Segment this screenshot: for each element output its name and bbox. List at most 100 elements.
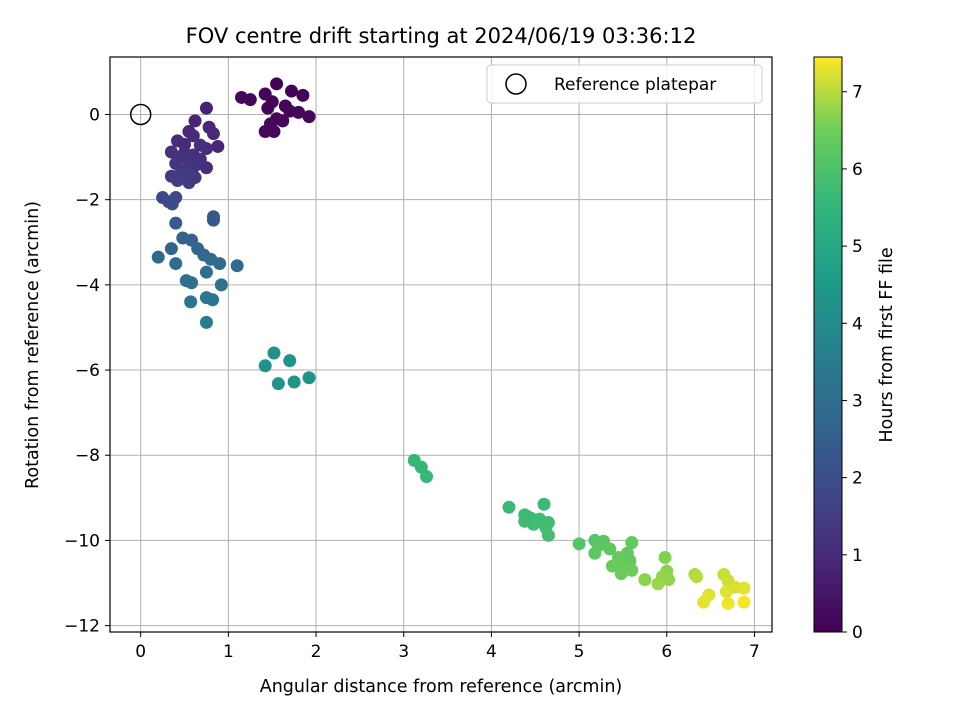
- data-point: [690, 570, 704, 584]
- data-point: [214, 278, 228, 292]
- x-tick-label: 1: [223, 642, 234, 662]
- data-point: [651, 577, 665, 591]
- data-point: [658, 550, 672, 564]
- legend-entry-reference: Reference platepar: [554, 75, 716, 95]
- data-point: [420, 470, 434, 484]
- data-point: [243, 93, 257, 107]
- data-point: [521, 510, 535, 524]
- data-point: [605, 559, 619, 573]
- y-tick-label: −10: [64, 531, 100, 551]
- x-tick-label: 0: [135, 642, 146, 662]
- data-point: [169, 216, 183, 230]
- data-point: [662, 573, 676, 587]
- data-point: [270, 77, 284, 91]
- y-tick-label: 0: [89, 106, 100, 126]
- data-point: [199, 265, 213, 279]
- data-point: [199, 101, 213, 115]
- data-point: [292, 105, 306, 119]
- data-point: [603, 542, 617, 556]
- data-point: [541, 528, 555, 542]
- data-point: [199, 142, 213, 156]
- colorbar-tick-label: 7: [852, 83, 863, 103]
- data-point: [267, 346, 281, 360]
- data-point: [625, 536, 639, 550]
- colorbar-ticks: 0 1 2 3 4 5 6 7: [842, 83, 863, 643]
- data-point: [537, 497, 551, 511]
- chart-title: FOV centre drift starting at 2024/06/19 …: [186, 24, 697, 48]
- data-point: [296, 88, 310, 102]
- reference-marker: [129, 103, 152, 126]
- data-point: [164, 242, 178, 256]
- data-point: [625, 563, 639, 577]
- data-point: [276, 114, 290, 128]
- colorbar-tick-label: 1: [852, 546, 863, 566]
- data-point: [267, 125, 281, 139]
- data-point: [171, 174, 185, 188]
- data-points: [151, 77, 751, 610]
- data-point: [151, 250, 165, 264]
- data-point: [697, 595, 711, 609]
- y-tick-label: −2: [75, 191, 100, 211]
- data-point: [588, 546, 602, 560]
- data-point: [287, 375, 301, 389]
- colorbar-tick-label: 6: [852, 160, 863, 180]
- colorbar: 0 1 2 3 4 5 6 7 Hours from first FF file: [813, 56, 897, 643]
- data-point: [737, 595, 751, 609]
- plot-frame: [109, 56, 773, 633]
- colorbar-label: Hours from first FF file: [877, 247, 897, 442]
- y-tick-label: −4: [75, 276, 100, 296]
- data-point: [302, 110, 316, 124]
- data-point: [285, 84, 299, 98]
- colorbar-tick-label: 4: [852, 314, 863, 334]
- data-point: [188, 159, 202, 173]
- data-point: [211, 139, 225, 153]
- x-tick-label: 7: [749, 642, 760, 662]
- colorbar-tick-label: 0: [852, 623, 863, 643]
- data-point: [502, 500, 516, 514]
- data-point: [199, 161, 213, 175]
- data-point: [165, 197, 179, 211]
- y-tick-label: −8: [75, 446, 100, 466]
- x-tick-label: 5: [574, 642, 585, 662]
- data-point: [230, 259, 244, 273]
- y-tick-label: −12: [64, 617, 100, 637]
- data-point: [737, 581, 751, 595]
- colorbar-tick-label: 3: [852, 391, 863, 411]
- data-point: [258, 359, 272, 373]
- data-point: [206, 127, 220, 141]
- y-axis-ticks: 0 −2 −4 −6 −8 −10 −12: [64, 106, 110, 637]
- data-point: [572, 537, 586, 551]
- reference-platepar-marker: [129, 103, 152, 126]
- x-tick-label: 4: [486, 642, 497, 662]
- data-point: [185, 276, 199, 290]
- x-tick-label: 2: [311, 642, 322, 662]
- data-point: [199, 315, 213, 329]
- data-point: [719, 585, 733, 599]
- data-point: [302, 371, 316, 385]
- data-point: [206, 213, 220, 227]
- x-tick-label: 3: [398, 642, 409, 662]
- data-point: [184, 295, 198, 309]
- y-axis-label: Rotation from reference (arcmin): [23, 201, 43, 489]
- x-axis-ticks: 0 1 2 3 4 5 6 7: [135, 632, 760, 662]
- x-tick-label: 6: [661, 642, 672, 662]
- data-point: [721, 596, 735, 610]
- data-point: [261, 101, 275, 115]
- legend-reference-marker-icon: [505, 73, 527, 95]
- data-point: [614, 567, 628, 581]
- data-point: [638, 573, 652, 587]
- data-point: [188, 114, 202, 128]
- colorbar-tick-label: 5: [852, 237, 863, 257]
- data-point: [186, 129, 200, 143]
- y-tick-label: −6: [75, 361, 100, 381]
- data-point: [206, 293, 220, 307]
- data-point: [271, 377, 285, 391]
- x-axis-label: Angular distance from reference (arcmin): [260, 677, 623, 697]
- legend-box: [486, 64, 763, 104]
- data-point: [169, 257, 183, 271]
- data-point: [283, 354, 297, 368]
- colorbar-gradient: [813, 56, 843, 633]
- legend: Reference platepar: [486, 64, 763, 104]
- data-point: [213, 257, 227, 271]
